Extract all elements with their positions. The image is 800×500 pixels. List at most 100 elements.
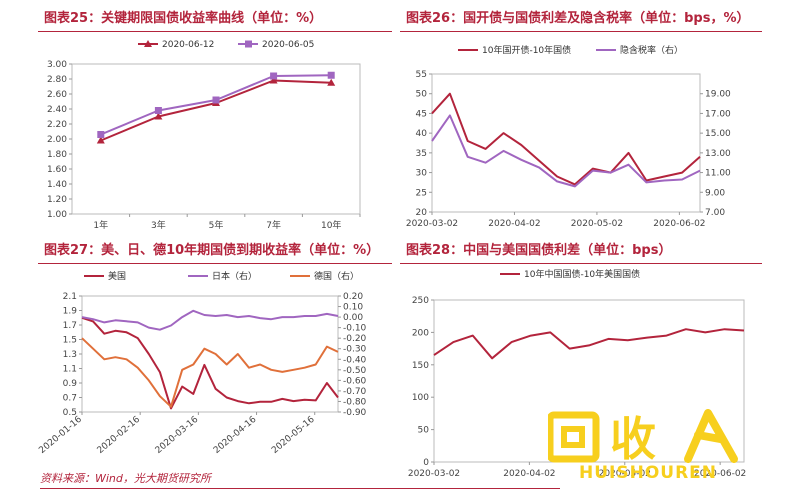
x-tick-label: 7年 — [266, 219, 281, 231]
data-point-triangle — [327, 78, 336, 86]
y-tick-label: 20 — [416, 208, 428, 218]
x-tick-label: 10年 — [321, 219, 341, 231]
y2-tick-label: -0.40 — [343, 355, 367, 365]
data-point-square — [97, 131, 105, 138]
chart-svg-25: 1.00 1.20 1.40 1.60 1.80 2.00 2.20 2.40 2.60 2.80… — [47, 40, 361, 231]
source-note: 资料来源：Wind，光大期货研究所 — [40, 472, 211, 485]
y-tick-label: 2.20 — [47, 120, 67, 130]
y-tick-label: 2.60 — [47, 90, 67, 100]
chart-panel-25: 图表25：关键期限国债收益率曲线（单位：%） 1.00 1.20 1.40 1.60 1… — [38, 6, 392, 238]
x-tick-label: 5年 — [209, 219, 224, 231]
plot-frame — [431, 73, 701, 213]
y-tick-label: 0.9 — [63, 379, 78, 389]
y-tick-label: 1.60 — [47, 165, 67, 175]
y-tick-label: 0 — [423, 458, 429, 468]
series-line — [81, 316, 339, 410]
chart-title-27: 图表27：美、日、德10年期国债到期收益率（单位：%） — [38, 238, 392, 264]
x-tick-label: 1年 — [93, 219, 108, 231]
x-tick-label: 2020-05-16 — [270, 414, 317, 455]
y-tick-label: 1.00 — [47, 210, 67, 220]
y-tick-label: 35 — [416, 149, 427, 159]
y-tick-label: 25 — [416, 188, 427, 198]
y-tick-label: 250 — [412, 296, 429, 306]
legend-label: 美国 — [108, 270, 126, 282]
plot-frame — [81, 295, 339, 413]
x-tick-label: 2020-06-02 — [653, 219, 705, 229]
y-tick-label: 1.20 — [47, 195, 67, 205]
y-tick-label: 200 — [412, 328, 429, 338]
legend-label: 10年中国国债-10年美国国债 — [524, 268, 640, 280]
y2-tick-label: -0.10 — [343, 324, 367, 334]
y-tick-label: 2.00 — [47, 135, 67, 145]
legend-label: 隐含税率（右） — [620, 44, 683, 56]
x-tick-label: 2020-01-16 — [38, 414, 84, 455]
y-tick-label: 55 — [416, 70, 427, 80]
legend-label: 日本（右） — [212, 270, 257, 282]
chart-title-26: 图表26：国开债与国债利差及隐含税率（单位：bps，%） — [400, 6, 762, 32]
watermark-text: HUISHOUREN — [578, 463, 717, 483]
y-tick-label: 150 — [412, 361, 429, 371]
y2-tick-label: 13.00 — [705, 149, 731, 159]
watermark-logo: 收 HUISHOUREN — [546, 405, 748, 497]
y2-tick-label: 9.00 — [705, 188, 725, 198]
y2-tick-label: -0.90 — [343, 408, 367, 418]
x-tick-label: 2020-03-16 — [154, 414, 201, 455]
y2-tick-label: -0.60 — [343, 376, 367, 386]
chart-title-25: 图表25：关键期限国债收益率曲线（单位：%） — [38, 6, 392, 32]
y-tick-label: 2.40 — [47, 105, 67, 115]
chart-svg-28: 0 50 100 150 200 250 2020-03-02 2020-04-02 2020-… — [408, 268, 746, 479]
x-tick-label: 2020-05-02 — [599, 469, 651, 479]
chart-svg-26: 20 25 30 35 40 45 50 55 7.00 9.00 11.00 13.00 15.00 1… — [406, 44, 731, 229]
legend-label: 德国（右） — [314, 270, 359, 282]
y2-tick-label: -0.80 — [343, 397, 367, 407]
footer-divider — [40, 488, 560, 489]
series-line — [81, 337, 339, 408]
legend-marker — [144, 40, 152, 47]
y-tick-label: 1.3 — [63, 350, 77, 360]
y2-tick-label: 0.20 — [343, 292, 363, 302]
data-point-square — [212, 96, 220, 104]
y2-tick-label: 11.00 — [705, 169, 731, 179]
y-tick-label: 3.00 — [47, 60, 67, 70]
y2-tick-label: 0.10 — [343, 303, 363, 313]
plot-frame — [71, 63, 361, 215]
y-tick-label: 100 — [412, 393, 429, 403]
data-point-square — [327, 71, 335, 79]
x-tick-label: 2020-02-16 — [96, 414, 143, 455]
data-point-triangle — [269, 76, 278, 84]
watermark-glyphs-icon: 收 — [546, 409, 738, 466]
svg-text:收: 收 — [610, 412, 656, 465]
y2-tick-label: 7.00 — [705, 208, 725, 218]
y-tick-label: 1.5 — [63, 336, 77, 346]
data-point-square — [270, 72, 278, 80]
data-point-square — [154, 107, 162, 114]
chart-panel-26: 图表26：国开债与国债利差及隐含税率（单位：bps，%） 20 25 30 35 40 4… — [400, 6, 762, 238]
y2-tick-label: 0.00 — [343, 313, 363, 323]
y-tick-label: 1.80 — [47, 150, 67, 160]
y-tick-label: 1.7 — [63, 321, 77, 331]
y-tick-label: 50 — [418, 426, 430, 436]
y-tick-label: 40 — [416, 129, 428, 139]
x-tick-label: 2020-03-02 — [406, 219, 458, 229]
y2-tick-label: -0.20 — [343, 334, 367, 344]
x-tick-label: 2020-04-16 — [212, 414, 259, 455]
y2-tick-label: -0.50 — [343, 366, 367, 376]
y2-tick-label: 15.00 — [705, 129, 731, 139]
chart-title-28: 图表28：中国与美国国债利差（单位：bps） — [400, 238, 762, 264]
x-tick-label: 2020-05-02 — [571, 219, 623, 229]
y-tick-label: 30 — [416, 169, 428, 179]
y-tick-label: 50 — [416, 90, 428, 100]
y-tick-label: 1.1 — [63, 365, 77, 375]
y-tick-label: 45 — [416, 109, 427, 119]
chart-panel-27: 图表27：美、日、德10年期国债到期收益率（单位：%） 0.5 0.7 0.9 1.1… — [38, 238, 392, 468]
y2-tick-label: 19.00 — [705, 90, 731, 100]
x-tick-label: 2020-06-02 — [694, 469, 746, 479]
series-line — [431, 114, 701, 188]
y2-tick-label: -0.30 — [343, 345, 367, 355]
legend-label: 10年国开债-10年国债 — [482, 44, 571, 56]
series-line — [100, 79, 332, 142]
data-point-triangle — [96, 136, 105, 144]
y-tick-label: 2.80 — [47, 75, 67, 85]
legend-marker — [245, 40, 252, 48]
y2-tick-label: 17.00 — [705, 109, 731, 119]
